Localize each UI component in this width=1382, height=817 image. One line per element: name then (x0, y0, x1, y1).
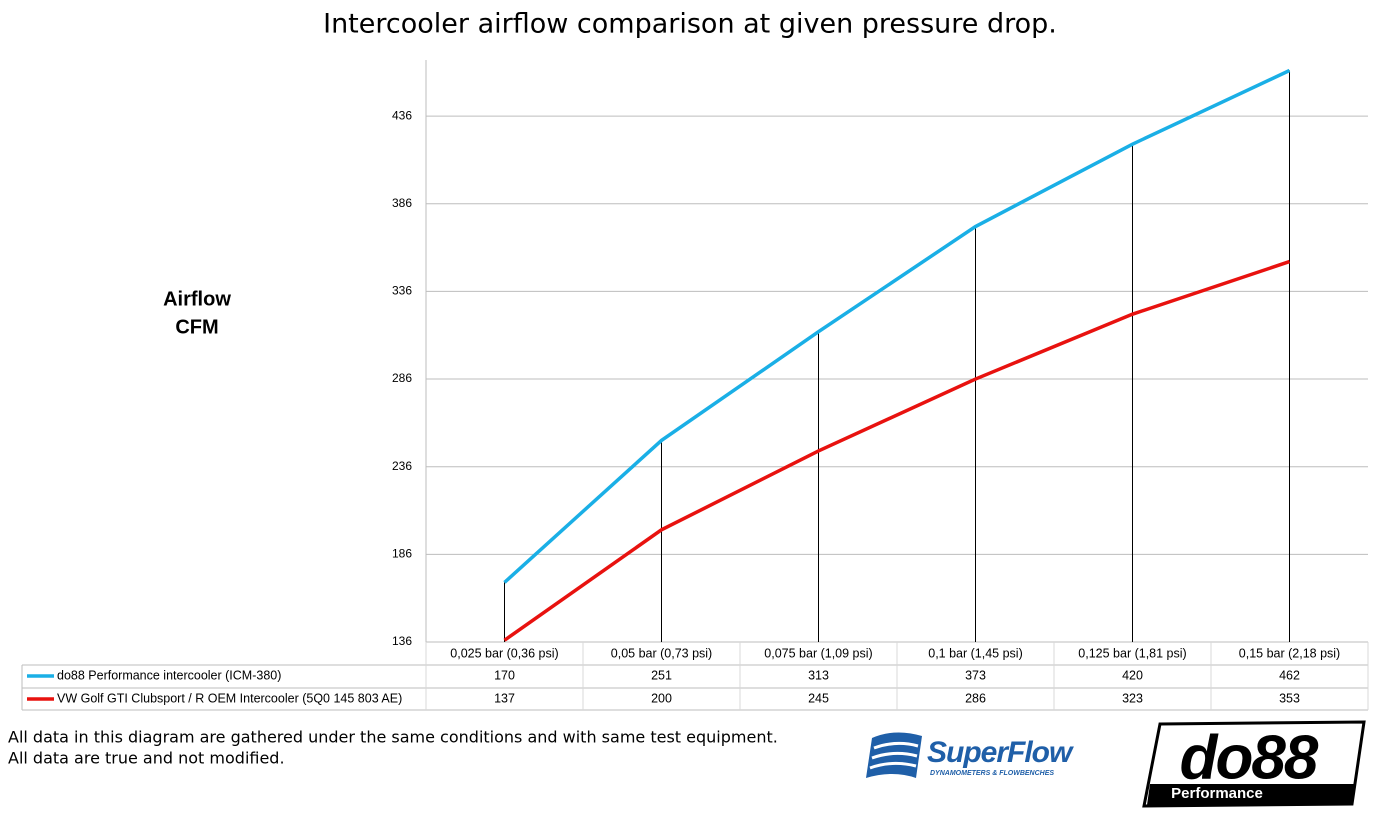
do88-logo: do88 Performance (1142, 720, 1366, 808)
y-tick-label: 336 (392, 284, 412, 298)
x-tick-label: 0,025 bar (0,36 psi) (450, 646, 558, 660)
x-tick-label: 0,15 bar (2,18 psi) (1239, 646, 1340, 660)
x-tick-label: 0,075 bar (1,09 psi) (764, 646, 872, 660)
logo-stripes (869, 741, 919, 770)
y-tick-label: 186 (392, 547, 412, 561)
y-axis-label: Airflow (163, 288, 231, 310)
legend-label: VW Golf GTI Clubsport / R OEM Intercoole… (57, 691, 402, 705)
table-value: 200 (651, 691, 672, 705)
y-tick-label: 286 (392, 371, 412, 385)
table-value: 245 (808, 691, 829, 705)
y-tick-label: 236 (392, 459, 412, 473)
logo-text: SuperFlow (927, 736, 1074, 769)
table-value: 251 (651, 668, 672, 682)
x-tick-label: 0,05 bar (0,73 psi) (611, 646, 712, 660)
table-value: 353 (1279, 691, 1300, 705)
y-tick-label: 386 (392, 196, 412, 210)
logo-text: do88 (1180, 723, 1319, 792)
table-value: 170 (494, 668, 515, 682)
chart-title: Intercooler airflow comparison at given … (323, 9, 1057, 40)
logo-tagline: Performance (1171, 785, 1263, 802)
table-value: 373 (965, 668, 986, 682)
y-axis-label: CFM (175, 316, 218, 338)
logo-bar (1147, 784, 1354, 805)
x-tick-label: 0,1 bar (1,45 psi) (928, 646, 1023, 660)
footnote: All data in this diagram are gathered un… (8, 728, 778, 747)
superflow-logo: SuperFlow DYNAMOMETERS & FLOWBENCHES (866, 732, 1075, 778)
table-value: 137 (494, 691, 515, 705)
table-value: 420 (1122, 668, 1143, 682)
legend-label: do88 Performance intercooler (ICM-380) (57, 668, 281, 682)
y-tick-label: 436 (392, 108, 412, 122)
x-tick-label: 0,125 bar (1,81 psi) (1078, 646, 1186, 660)
series-line (503, 68, 1291, 584)
table-value: 286 (965, 691, 986, 705)
footnote: All data are true and not modified. (8, 749, 285, 768)
y-tick-label: 136 (392, 634, 412, 648)
table-value: 462 (1279, 668, 1300, 682)
table-value: 313 (808, 668, 829, 682)
series-line (503, 259, 1291, 642)
logo-tagline: DYNAMOMETERS & FLOWBENCHES (930, 770, 1054, 777)
table-value: 323 (1122, 691, 1143, 705)
